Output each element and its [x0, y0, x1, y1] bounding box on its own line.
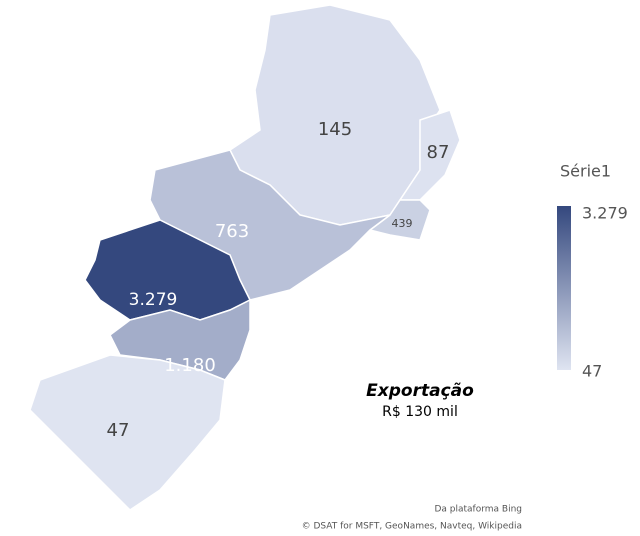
annotation-subtitle: R$ 130 mil — [382, 404, 458, 420]
region-label: 87 — [427, 142, 450, 163]
region — [368, 199, 431, 241]
attribution: Da plataforma Bing — [434, 505, 522, 515]
region-labels: 145 87 439 763 3.279 1.180 47 — [107, 119, 450, 441]
region — [29, 354, 226, 511]
annotation-title: Exportação — [366, 381, 474, 401]
region-label: 763 — [215, 221, 249, 242]
region-label: 1.180 — [164, 355, 216, 376]
legend-gradient — [557, 206, 571, 370]
attribution: © DSAT for MSFT, GeoNames, Navteq, Wikip… — [302, 522, 522, 532]
legend-max: 3.279 — [582, 204, 628, 223]
region-label: 3.279 — [129, 290, 178, 310]
region-label: 145 — [318, 119, 352, 140]
legend-min: 47 — [582, 362, 602, 381]
region-label: 439 — [392, 217, 413, 230]
region-label: 47 — [107, 420, 130, 441]
regions — [29, 4, 461, 511]
legend-title: Série1 — [560, 162, 611, 181]
